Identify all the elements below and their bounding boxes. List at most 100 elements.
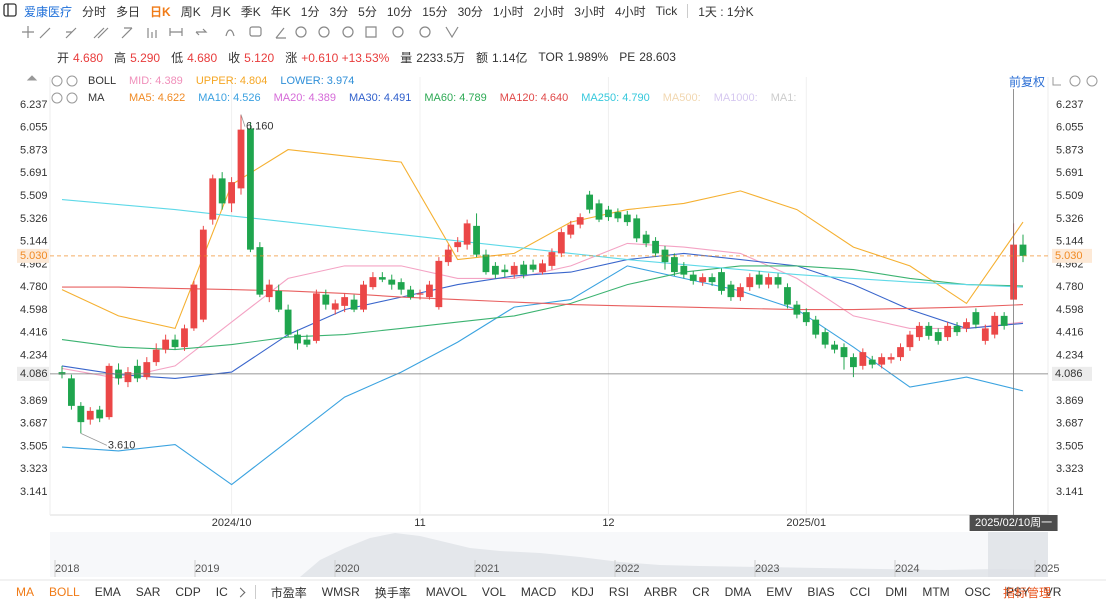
y-tick-label: 4.234 — [20, 349, 48, 361]
quote-item: 开 4.680 — [57, 49, 103, 66]
quote-bar: 开 4.680 高 5.290 低 4.680 收 5.120 涨 +0.610 +13.53% 量… — [57, 48, 676, 66]
quote-item: 量 2233.5万 — [400, 49, 465, 66]
period-tab[interactable]: 年K — [270, 4, 291, 19]
candle-body — [124, 372, 132, 383]
y-tick-label-right: 3.141 — [1056, 486, 1084, 498]
candle-body — [331, 303, 339, 310]
quote-item: PE 28.603 — [619, 50, 676, 64]
period-tab[interactable]: 4小时 — [614, 4, 646, 19]
indicator-tab[interactable]: PSY — [1005, 585, 1030, 599]
y-tick-label: 4.780 — [20, 281, 48, 293]
period-tab[interactable]: 周K — [180, 4, 201, 19]
indicator-name[interactable]: BOLL — [88, 75, 117, 87]
indicator-manage[interactable]: 指标管理 — [1003, 586, 1052, 600]
indicator-tab[interactable]: 换手率 — [374, 585, 411, 600]
indicator-tab[interactable]: IC — [215, 585, 228, 599]
quote-item: TOR 1.989% — [538, 50, 608, 64]
candle-body — [416, 293, 424, 295]
indicator-tab[interactable]: CR — [692, 585, 710, 599]
x-tick-label: 2025/01 — [786, 517, 826, 529]
period-tab[interactable]: Tick — [655, 4, 678, 18]
separator — [254, 585, 256, 599]
indicator-tab[interactable]: CCI — [849, 585, 871, 599]
y-tick-label-right: 4.598 — [1056, 304, 1084, 316]
indicator-tab[interactable]: 市盈率 — [270, 585, 307, 600]
period-tab[interactable]: 3分 — [329, 4, 349, 19]
candle-body — [539, 263, 546, 273]
period-tab[interactable]: 5分 — [358, 4, 377, 19]
period-tab[interactable]: 30分 — [457, 4, 483, 19]
adjust-button[interactable]: 前复权 — [1009, 75, 1046, 89]
indicator-tab[interactable]: CDP — [175, 585, 201, 599]
period-tab[interactable]: 3小时 — [574, 4, 605, 19]
period-tab[interactable]: 10分 — [386, 4, 413, 19]
candle-body — [209, 178, 217, 220]
timeline-year: 2018 — [55, 563, 79, 575]
candle-body — [963, 322, 970, 329]
candle-body — [557, 232, 565, 254]
period-tab[interactable]: 1小时 — [492, 4, 524, 19]
indicator-tab[interactable]: MACD — [520, 585, 557, 599]
period-tab[interactable]: 季K — [240, 4, 261, 19]
legend-icons — [26, 75, 1098, 104]
indicator-tab[interactable]: SAR — [135, 585, 161, 599]
indicator-tab[interactable]: BOLL — [49, 585, 80, 599]
candle-body — [510, 265, 518, 275]
indicator-tab[interactable]: ARBR — [643, 585, 678, 599]
indicator-tab[interactable]: BIAS — [807, 585, 835, 599]
quote-label: 高 — [114, 50, 127, 65]
period-tab[interactable]: 1分 — [300, 4, 320, 19]
indicator-name[interactable]: MA — [88, 92, 105, 104]
candle-body — [265, 284, 273, 298]
y-tick-label: 6.237 — [20, 99, 48, 111]
y-tick-label: 3.505 — [20, 440, 48, 452]
quote-value: 4.680 — [187, 50, 218, 65]
indicator-tab[interactable]: DMA — [724, 585, 752, 599]
timeline-area — [300, 533, 1048, 577]
indicator-tab[interactable]: MTM — [922, 585, 950, 599]
indicator-value: MA250: 4.790 — [581, 92, 650, 104]
indicator-value: MA30: 4.491 — [349, 92, 412, 104]
indicator-line — [61, 265, 1024, 351]
quote-label: 开 — [57, 50, 70, 65]
period-tab[interactable]: 月K — [210, 4, 231, 19]
indicator-value: UPPER: 4.804 — [195, 75, 268, 87]
period-tab[interactable]: 分时 — [82, 4, 107, 19]
indicator-tab[interactable]: VR — [1044, 585, 1062, 599]
candle-body — [784, 287, 791, 305]
candle-body — [746, 277, 754, 288]
indicator-tab[interactable]: MAVOL — [425, 585, 467, 599]
y-tick-label: 5.873 — [20, 144, 48, 156]
indicator-tab[interactable]: DMI — [885, 585, 908, 599]
period-tab[interactable]: 15分 — [422, 4, 448, 19]
indicator-tab[interactable]: MA — [16, 585, 34, 599]
period-tab[interactable]: 多日 — [116, 4, 141, 19]
candle-body — [256, 247, 264, 295]
indicator-tab[interactable]: WMSR — [321, 585, 360, 599]
indicator-tab[interactable]: OSC — [964, 585, 991, 599]
indicator-tab[interactable]: KDJ — [571, 585, 594, 599]
y-tick-label: 5.509 — [20, 190, 48, 202]
quote-item: 低 4.680 — [171, 49, 217, 66]
candle-body — [671, 257, 678, 273]
timeline-year: 2020 — [335, 563, 359, 575]
candle-body — [774, 277, 782, 285]
period-tab[interactable]: 2小时 — [533, 4, 565, 19]
period-tab[interactable]: 日K — [150, 4, 171, 19]
indicator-tab[interactable]: EMA — [94, 585, 121, 599]
candle-body — [576, 217, 584, 225]
indicator-tab[interactable]: VOL — [481, 585, 506, 599]
tab-arrow — [235, 587, 246, 597]
indicator-tab[interactable]: RSI — [608, 585, 629, 599]
candle-body — [68, 378, 75, 406]
candle-body — [501, 269, 509, 273]
indicator-value: MA20: 4.389 — [273, 92, 337, 104]
stock-name[interactable]: 爱康医疗 — [24, 4, 73, 19]
indicator-tab[interactable]: EMV — [766, 585, 793, 599]
y-tick-label: 5.326 — [20, 213, 48, 225]
candle-body — [689, 274, 697, 281]
period-select[interactable]: 1天 : 1分K — [698, 4, 754, 19]
annotation-label: 3.610 — [108, 439, 136, 451]
candle-body — [275, 290, 283, 310]
candle-body — [642, 234, 650, 244]
